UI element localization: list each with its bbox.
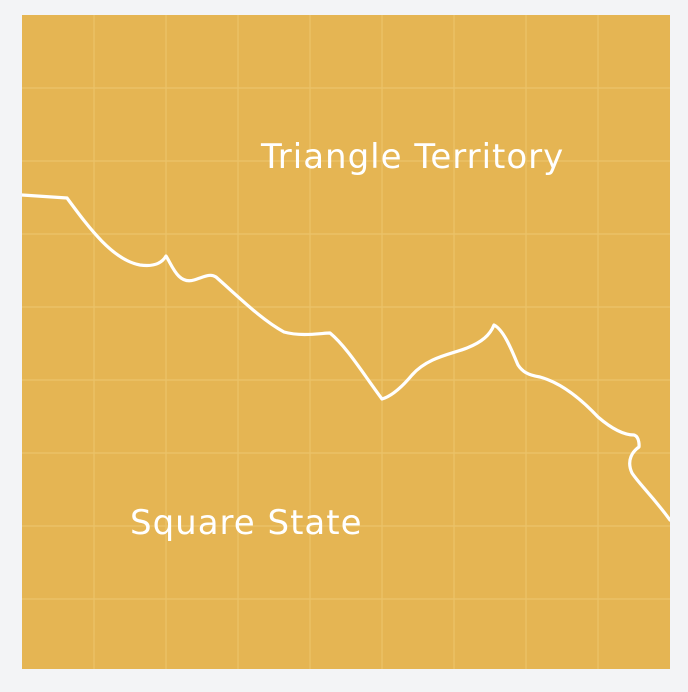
map-svg	[22, 15, 670, 669]
map-canvas: Triangle Territory Square State	[22, 15, 670, 669]
region-border	[22, 193, 670, 522]
region-label-triangle-territory: Triangle Territory	[261, 137, 565, 177]
region-label-square-state: Square State	[130, 503, 363, 543]
map-grid	[22, 15, 670, 669]
